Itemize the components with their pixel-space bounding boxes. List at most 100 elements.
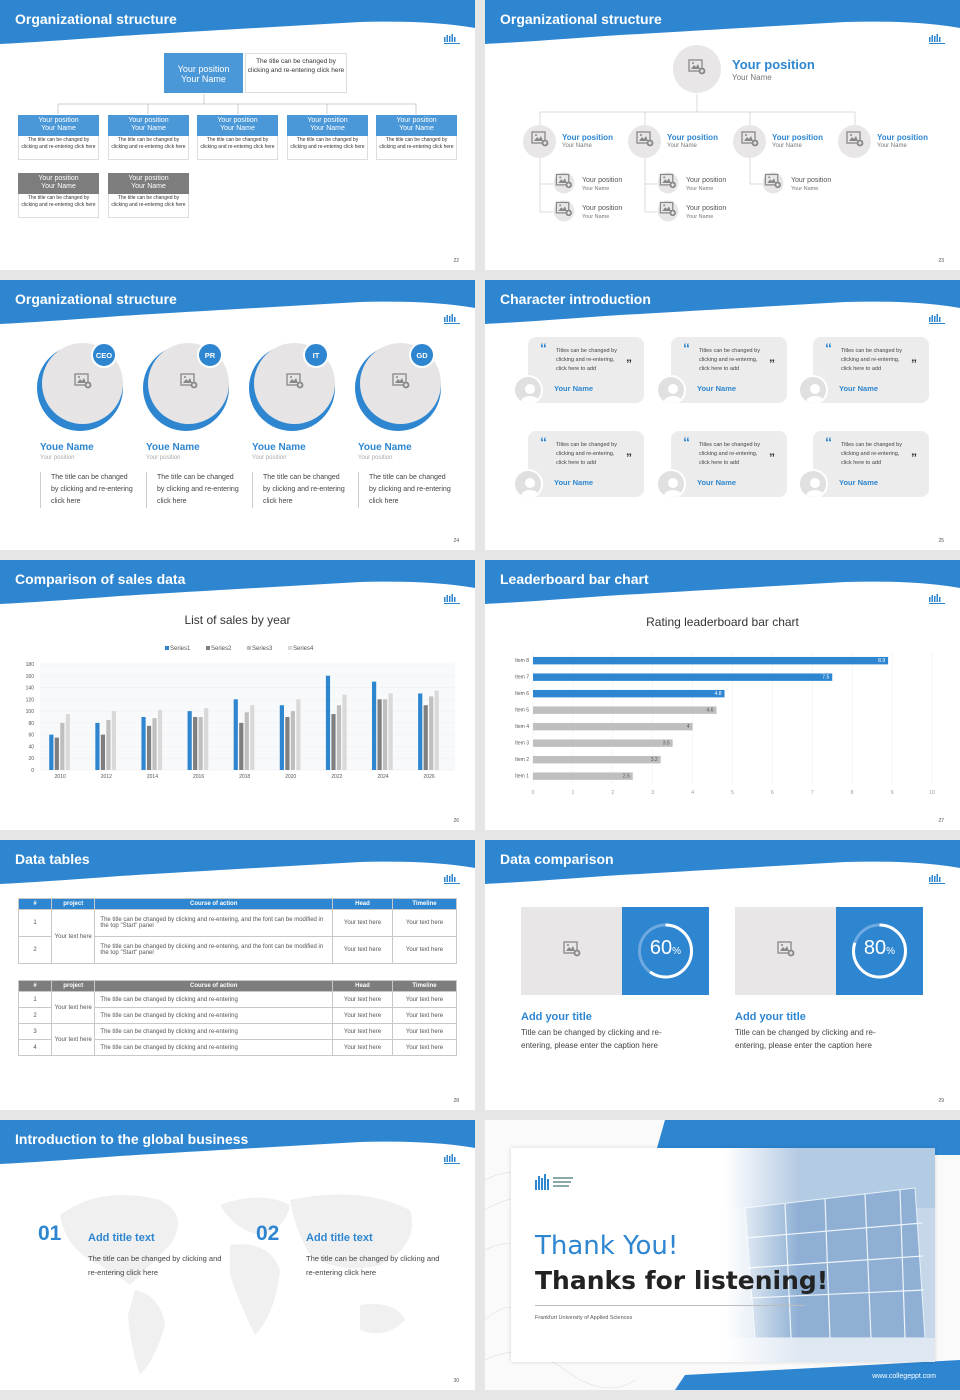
avatar-image-placeholder[interactable]: [762, 172, 784, 194]
avatar-image-placeholder[interactable]: [673, 45, 721, 93]
person-description: The title can be changed by clicking and…: [146, 472, 240, 508]
bar: [250, 705, 255, 770]
header-logo: [437, 1148, 467, 1181]
action-cell: The title can be changed by clicking and…: [94, 936, 334, 964]
image-icon: [659, 173, 676, 193]
image-icon: [285, 373, 304, 394]
position-box[interactable]: Your position Your Name: [18, 173, 99, 194]
avatar-image-placeholder[interactable]: [838, 125, 871, 158]
close-quote-icon: ”: [626, 357, 632, 371]
table-row: 1 Your text here The title can be changed …: [17, 909, 458, 964]
bar: [388, 693, 393, 770]
open-quote-icon: “: [683, 434, 690, 450]
position-box[interactable]: Your position Your Name: [197, 115, 278, 136]
position-box[interactable]: Your position Your Name: [108, 115, 189, 136]
row-number: 1: [17, 909, 53, 937]
person-description: The title can be changed by clicking and…: [40, 472, 134, 508]
quote-author: Your Name: [839, 384, 879, 393]
x-tick-label: 2010: [55, 774, 66, 780]
slide-title: Organizational structure: [15, 291, 177, 307]
slide-data-tables[interactable]: Data tables # project Course of action Head…: [0, 840, 475, 1110]
bar: [325, 675, 331, 770]
quote-card[interactable]: “ Titles can be changed by clicking and r…: [813, 337, 929, 403]
image-placeholder[interactable]: [735, 907, 836, 995]
timeline-cell: Your text here: [391, 1039, 458, 1056]
connector-lines: [539, 94, 856, 213]
avatar-image-placeholder[interactable]: [553, 172, 575, 194]
close-quote-icon: ”: [911, 357, 917, 371]
column-header: #: [17, 898, 53, 910]
name-label: Your Name: [310, 125, 345, 132]
website-url[interactable]: www.collegeppt.com: [872, 1373, 936, 1380]
slide-org-structure-3[interactable]: Organizational structure CEO Youe Name You…: [0, 280, 475, 550]
position-label: Your position: [686, 177, 727, 184]
image-icon: [555, 173, 572, 193]
avatar: [656, 469, 686, 499]
slide-leaderboard[interactable]: Leaderboard bar chart Rating leaderboard…: [485, 560, 960, 830]
avatar-image-placeholder[interactable]: [553, 200, 575, 222]
avatar-image-placeholder[interactable]: [657, 200, 679, 222]
head-cell: Your text here: [332, 909, 393, 937]
bar: [533, 673, 833, 681]
top-position-box[interactable]: Your position Your Name: [164, 53, 243, 93]
name-label: Your Name: [562, 143, 592, 149]
bar: [533, 656, 889, 665]
item-body: Title can be changed by clicking and re-…: [735, 1028, 876, 1050]
quote-text: Titles can be changed by clicking and re…: [699, 442, 760, 466]
image-icon: [562, 940, 581, 962]
avatar-image-placeholder[interactable]: [733, 125, 766, 158]
x-tick-label: 2022: [331, 774, 342, 780]
avatar-image-placeholder[interactable]: [523, 125, 556, 158]
slide-thank-you[interactable]: Thank You! Thanks for listening! Frankfu…: [485, 1120, 960, 1390]
position-box[interactable]: Your position Your Name: [376, 115, 457, 136]
quote-card[interactable]: “ Titles can be changed by clicking and r…: [671, 431, 787, 497]
image-icon: [776, 940, 795, 962]
image-icon: [740, 131, 759, 152]
legend-label: Series1: [170, 646, 191, 652]
y-tick-label: 20: [28, 756, 34, 762]
timeline-cell: Your text here: [391, 909, 458, 937]
image-placeholder[interactable]: [521, 907, 622, 995]
header-logo: [922, 588, 952, 621]
position-box[interactable]: Your position Your Name: [108, 173, 189, 194]
quote-card[interactable]: “ Titles can be changed by clicking and r…: [671, 337, 787, 403]
slide-data-comparison[interactable]: Data comparison 60% Add your title Title c…: [485, 840, 960, 1110]
page-number: 30: [453, 1378, 459, 1384]
person-position: Your position: [40, 455, 75, 461]
quote-card[interactable]: “ Titles can be changed by clicking and r…: [528, 337, 644, 403]
column-header: Head: [332, 898, 393, 910]
slide-global-business[interactable]: Introduction to the global business 01 Ad…: [0, 1120, 475, 1390]
slide-character-intro[interactable]: Character introduction “ Titles can be ch…: [485, 280, 960, 550]
chart-title: Rating leaderboard bar chart: [646, 615, 799, 629]
slide-org-structure-2[interactable]: Organizational structure Your position Y…: [485, 0, 960, 270]
position-box[interactable]: Your position Your Name: [287, 115, 368, 136]
avatar-image-placeholder[interactable]: [657, 172, 679, 194]
quote-text: Titles can be changed by clicking and re…: [841, 348, 902, 372]
page-number: 23: [938, 258, 944, 264]
avatar-image-placeholder[interactable]: [628, 125, 661, 158]
x-tick-label: 2: [611, 790, 614, 796]
person-position: Your position: [146, 455, 181, 461]
role-badge: GD: [409, 342, 435, 368]
action-cell: The title can be changed by clicking and…: [94, 1023, 334, 1040]
quote-text: Titles can be changed by clicking and re…: [699, 348, 760, 372]
quote-card[interactable]: “ Titles can be changed by clicking and r…: [528, 431, 644, 497]
column-header: Head: [332, 980, 393, 992]
head-cell: Your text here: [332, 936, 393, 964]
progress-ring: [638, 923, 693, 979]
position-box[interactable]: Your position Your Name: [18, 115, 99, 136]
name-label: Your Name: [791, 186, 819, 192]
role-badge: CEO: [91, 342, 117, 368]
position-label: Your position: [667, 133, 718, 142]
position-label: Your position: [772, 133, 823, 142]
slide-org-structure-1[interactable]: Organizational structure Your position Y…: [0, 0, 475, 270]
table-header-row: # project Course of action Head Timeline: [17, 898, 458, 910]
quote-card[interactable]: “ Titles can be changed by clicking and r…: [813, 431, 929, 497]
bar: [49, 734, 54, 770]
position-label: Your position: [38, 117, 79, 124]
legend-swatch: [288, 646, 292, 650]
slide-sales-comparison[interactable]: Comparison of sales data List of sales b…: [0, 560, 475, 830]
position-description: The title can be changed by clicking and…: [287, 136, 368, 160]
legend-label: Series4: [293, 646, 314, 652]
item-body: The title can be changed by clicking and…: [306, 1254, 440, 1277]
